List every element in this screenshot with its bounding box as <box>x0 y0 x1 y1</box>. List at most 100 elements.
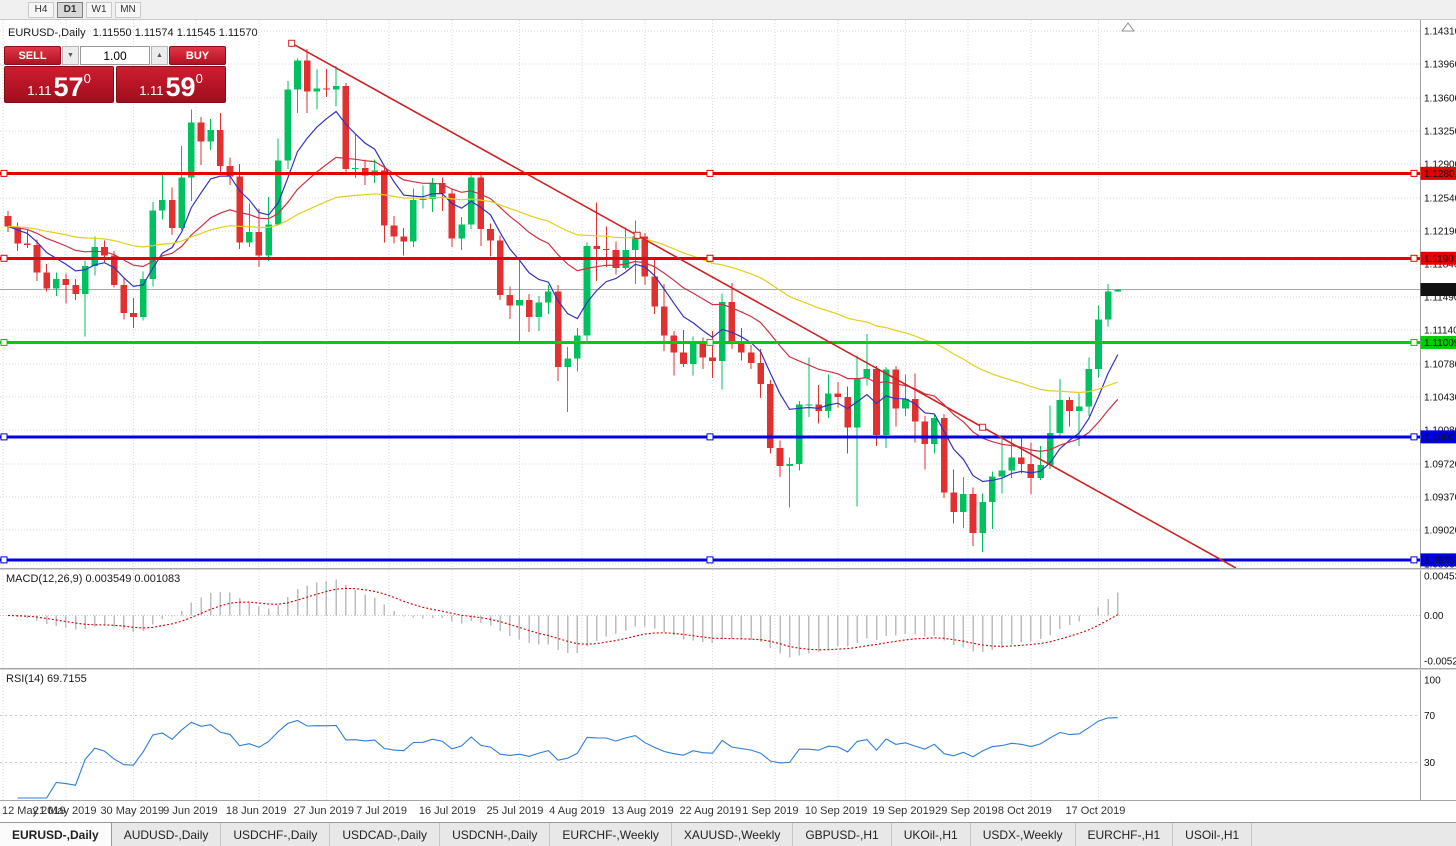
current-price-label: 1.11570 <box>1420 283 1456 297</box>
hline-price-label: 1.10008 <box>1420 430 1456 444</box>
date-axis-label: 8 Oct 2019 <box>997 805 1052 817</box>
date-axis-label: 22 Aug 2019 <box>679 805 742 817</box>
svg-text:100: 100 <box>1424 676 1441 687</box>
chart-tab-usdx-weekly[interactable]: USDX-,Weekly <box>971 823 1076 846</box>
line-handle[interactable] <box>1410 556 1418 564</box>
trendline-handle[interactable] <box>288 39 296 47</box>
volume-decrease-button[interactable]: ▼ <box>62 46 79 65</box>
timeframe-button-w1[interactable]: W1 <box>86 1 112 18</box>
line-handle[interactable] <box>1410 433 1418 441</box>
horizontal-line-1.11009[interactable] <box>0 338 1420 346</box>
svg-text:1.13600: 1.13600 <box>1424 94 1456 105</box>
horizontal-line-1.10008[interactable] <box>0 433 1420 441</box>
rsi-panel[interactable]: 100 70 30 RSI(14) 69.7155 <box>0 670 1456 800</box>
chart-tab-usdchf-daily[interactable]: USDCHF-,Daily <box>221 823 331 846</box>
line-handle[interactable] <box>0 433 8 441</box>
panel-divider[interactable] <box>0 668 1456 670</box>
svg-text:1.11490: 1.11490 <box>1424 293 1456 304</box>
line-handle[interactable] <box>706 254 714 262</box>
svg-text:1.13960: 1.13960 <box>1424 60 1456 71</box>
chart-tab-bar: EURUSD-,Daily AUDUSD-,Daily USDCHF-,Daily U… <box>0 822 1456 846</box>
volume-increase-button[interactable]: ▲ <box>151 46 168 65</box>
chart-tab-eurusd-daily[interactable]: EURUSD-,Daily <box>0 823 112 846</box>
rsi-axis[interactable]: 100 70 30 <box>1420 670 1456 800</box>
chart-tab-usdcnh-daily[interactable]: USDCNH-,Daily <box>440 823 551 846</box>
date-axis-label: 9 Jun 2019 <box>163 805 218 817</box>
date-axis-label: 4 Aug 2019 <box>549 805 605 817</box>
line-handle[interactable] <box>706 169 714 177</box>
timeframe-button-h4[interactable]: H4 <box>28 1 54 18</box>
svg-text:0.00453: 0.00453 <box>1424 571 1456 582</box>
line-handle[interactable] <box>706 338 714 346</box>
chart-tab-usoil-h1[interactable]: USOil-,H1 <box>1173 823 1253 846</box>
buy-price-display[interactable]: 1.11 59 0 <box>116 66 226 103</box>
chart-tab-eurchf-weekly[interactable]: EURCHF-,Weekly <box>550 823 672 846</box>
chart-tab-eurchf-h1[interactable]: EURCHF-,H1 <box>1076 823 1174 846</box>
macd-histogram <box>16 579 1119 658</box>
svg-text:1.08704: 1.08704 <box>1424 555 1456 566</box>
svg-text:1.11140: 1.11140 <box>1424 326 1456 337</box>
ma-8-line <box>7 110 1119 483</box>
panel-divider[interactable] <box>0 568 1456 570</box>
one-click-price-row: 1.11 57 0 1.11 59 0 <box>4 66 228 103</box>
date-axis-label: 17 Oct 2019 <box>1065 805 1126 817</box>
date-axis-label: 10 Sep 2019 <box>804 805 868 817</box>
svg-text:1.13250: 1.13250 <box>1424 127 1456 138</box>
line-handle[interactable] <box>1410 338 1418 346</box>
macd-signal-line <box>7 587 1119 651</box>
chart-tab-gbpusd-h1[interactable]: GBPUSD-,H1 <box>793 823 892 846</box>
chart-ohlc-values: 1.11550 1.11574 1.11545 1.11570 <box>92 27 258 39</box>
chart-title: EURUSD-,Daily 1.11550 1.11574 1.11545 1.… <box>8 27 262 39</box>
line-handle[interactable] <box>1410 169 1418 177</box>
date-axis-label: 21 May 2019 <box>32 805 97 817</box>
macd-axis[interactable]: 0.00453 0.00 -0.00520 <box>1420 570 1456 668</box>
svg-text:1.09720: 1.09720 <box>1424 460 1456 471</box>
chart-tab-ukoil-h1[interactable]: UKOil-,H1 <box>892 823 971 846</box>
svg-text:1.10780: 1.10780 <box>1424 360 1456 371</box>
rsi-title: RSI(14) 69.7155 <box>6 673 87 685</box>
date-axis[interactable]: 12 May 2019 21 May 2019 30 May 2019 9 Jun 2… <box>0 800 1456 822</box>
sell-price-display[interactable]: 1.11 57 0 <box>4 66 114 103</box>
buy-button[interactable]: BUY <box>169 46 226 65</box>
line-handle[interactable] <box>706 433 714 441</box>
hline-price-label: 1.08704 <box>1420 553 1456 567</box>
sell-price-prefix: 1.11 <box>27 83 52 98</box>
one-click-order-row: SELL ▼ ▲ BUY <box>4 46 228 65</box>
chart-tab-xauusd-weekly[interactable]: XAUUSD-,Weekly <box>672 823 794 846</box>
sell-button[interactable]: SELL <box>4 46 61 65</box>
svg-text:1.11901: 1.11901 <box>1424 254 1456 265</box>
date-axis-label: 7 Jul 2019 <box>356 805 407 817</box>
moving-averages <box>7 110 1119 483</box>
trendline-handle[interactable] <box>979 423 987 431</box>
candlesticks <box>4 48 1122 552</box>
timeframe-button-d1[interactable]: D1 <box>57 1 83 18</box>
sell-price-pips: 57 <box>53 72 84 102</box>
price-chart-panel[interactable]: 1.14310 1.13960 1.13600 1.13250 1.12900 1.125… <box>0 20 1456 568</box>
svg-text:0.00: 0.00 <box>1424 611 1444 622</box>
chart-tab-audusd-daily[interactable]: AUDUSD-,Daily <box>112 823 222 846</box>
horizontal-line-1.12801[interactable] <box>0 169 1420 177</box>
line-handle[interactable] <box>0 254 8 262</box>
line-handle[interactable] <box>0 556 8 564</box>
descending-trendline[interactable] <box>288 39 1237 568</box>
date-axis-label: 19 Sep 2019 <box>872 805 935 817</box>
trendline-handle[interactable] <box>633 231 641 239</box>
timeframe-button-mn[interactable]: MN <box>115 1 141 18</box>
chart-shift-marker-icon[interactable] <box>1121 22 1135 32</box>
volume-input[interactable] <box>80 46 150 65</box>
macd-grid <box>0 570 1420 668</box>
svg-text:1.10008: 1.10008 <box>1424 432 1456 443</box>
svg-text:1.10430: 1.10430 <box>1424 393 1456 404</box>
chart-tab-usdcad-daily[interactable]: USDCAD-,Daily <box>330 823 441 846</box>
line-handle[interactable] <box>706 556 714 564</box>
line-handle[interactable] <box>0 338 8 346</box>
horizontal-line-1.11901[interactable] <box>0 254 1420 262</box>
macd-panel[interactable]: 0.00453 0.00 -0.00520 MACD(12,26,9) 0.0035… <box>0 570 1456 668</box>
horizontal-line-1.08704[interactable] <box>0 556 1420 564</box>
line-handle[interactable] <box>0 169 8 177</box>
date-axis-label: 16 Jul 2019 <box>418 805 476 817</box>
line-handle[interactable] <box>1410 254 1418 262</box>
hline-price-label: 1.11901 <box>1420 251 1456 265</box>
